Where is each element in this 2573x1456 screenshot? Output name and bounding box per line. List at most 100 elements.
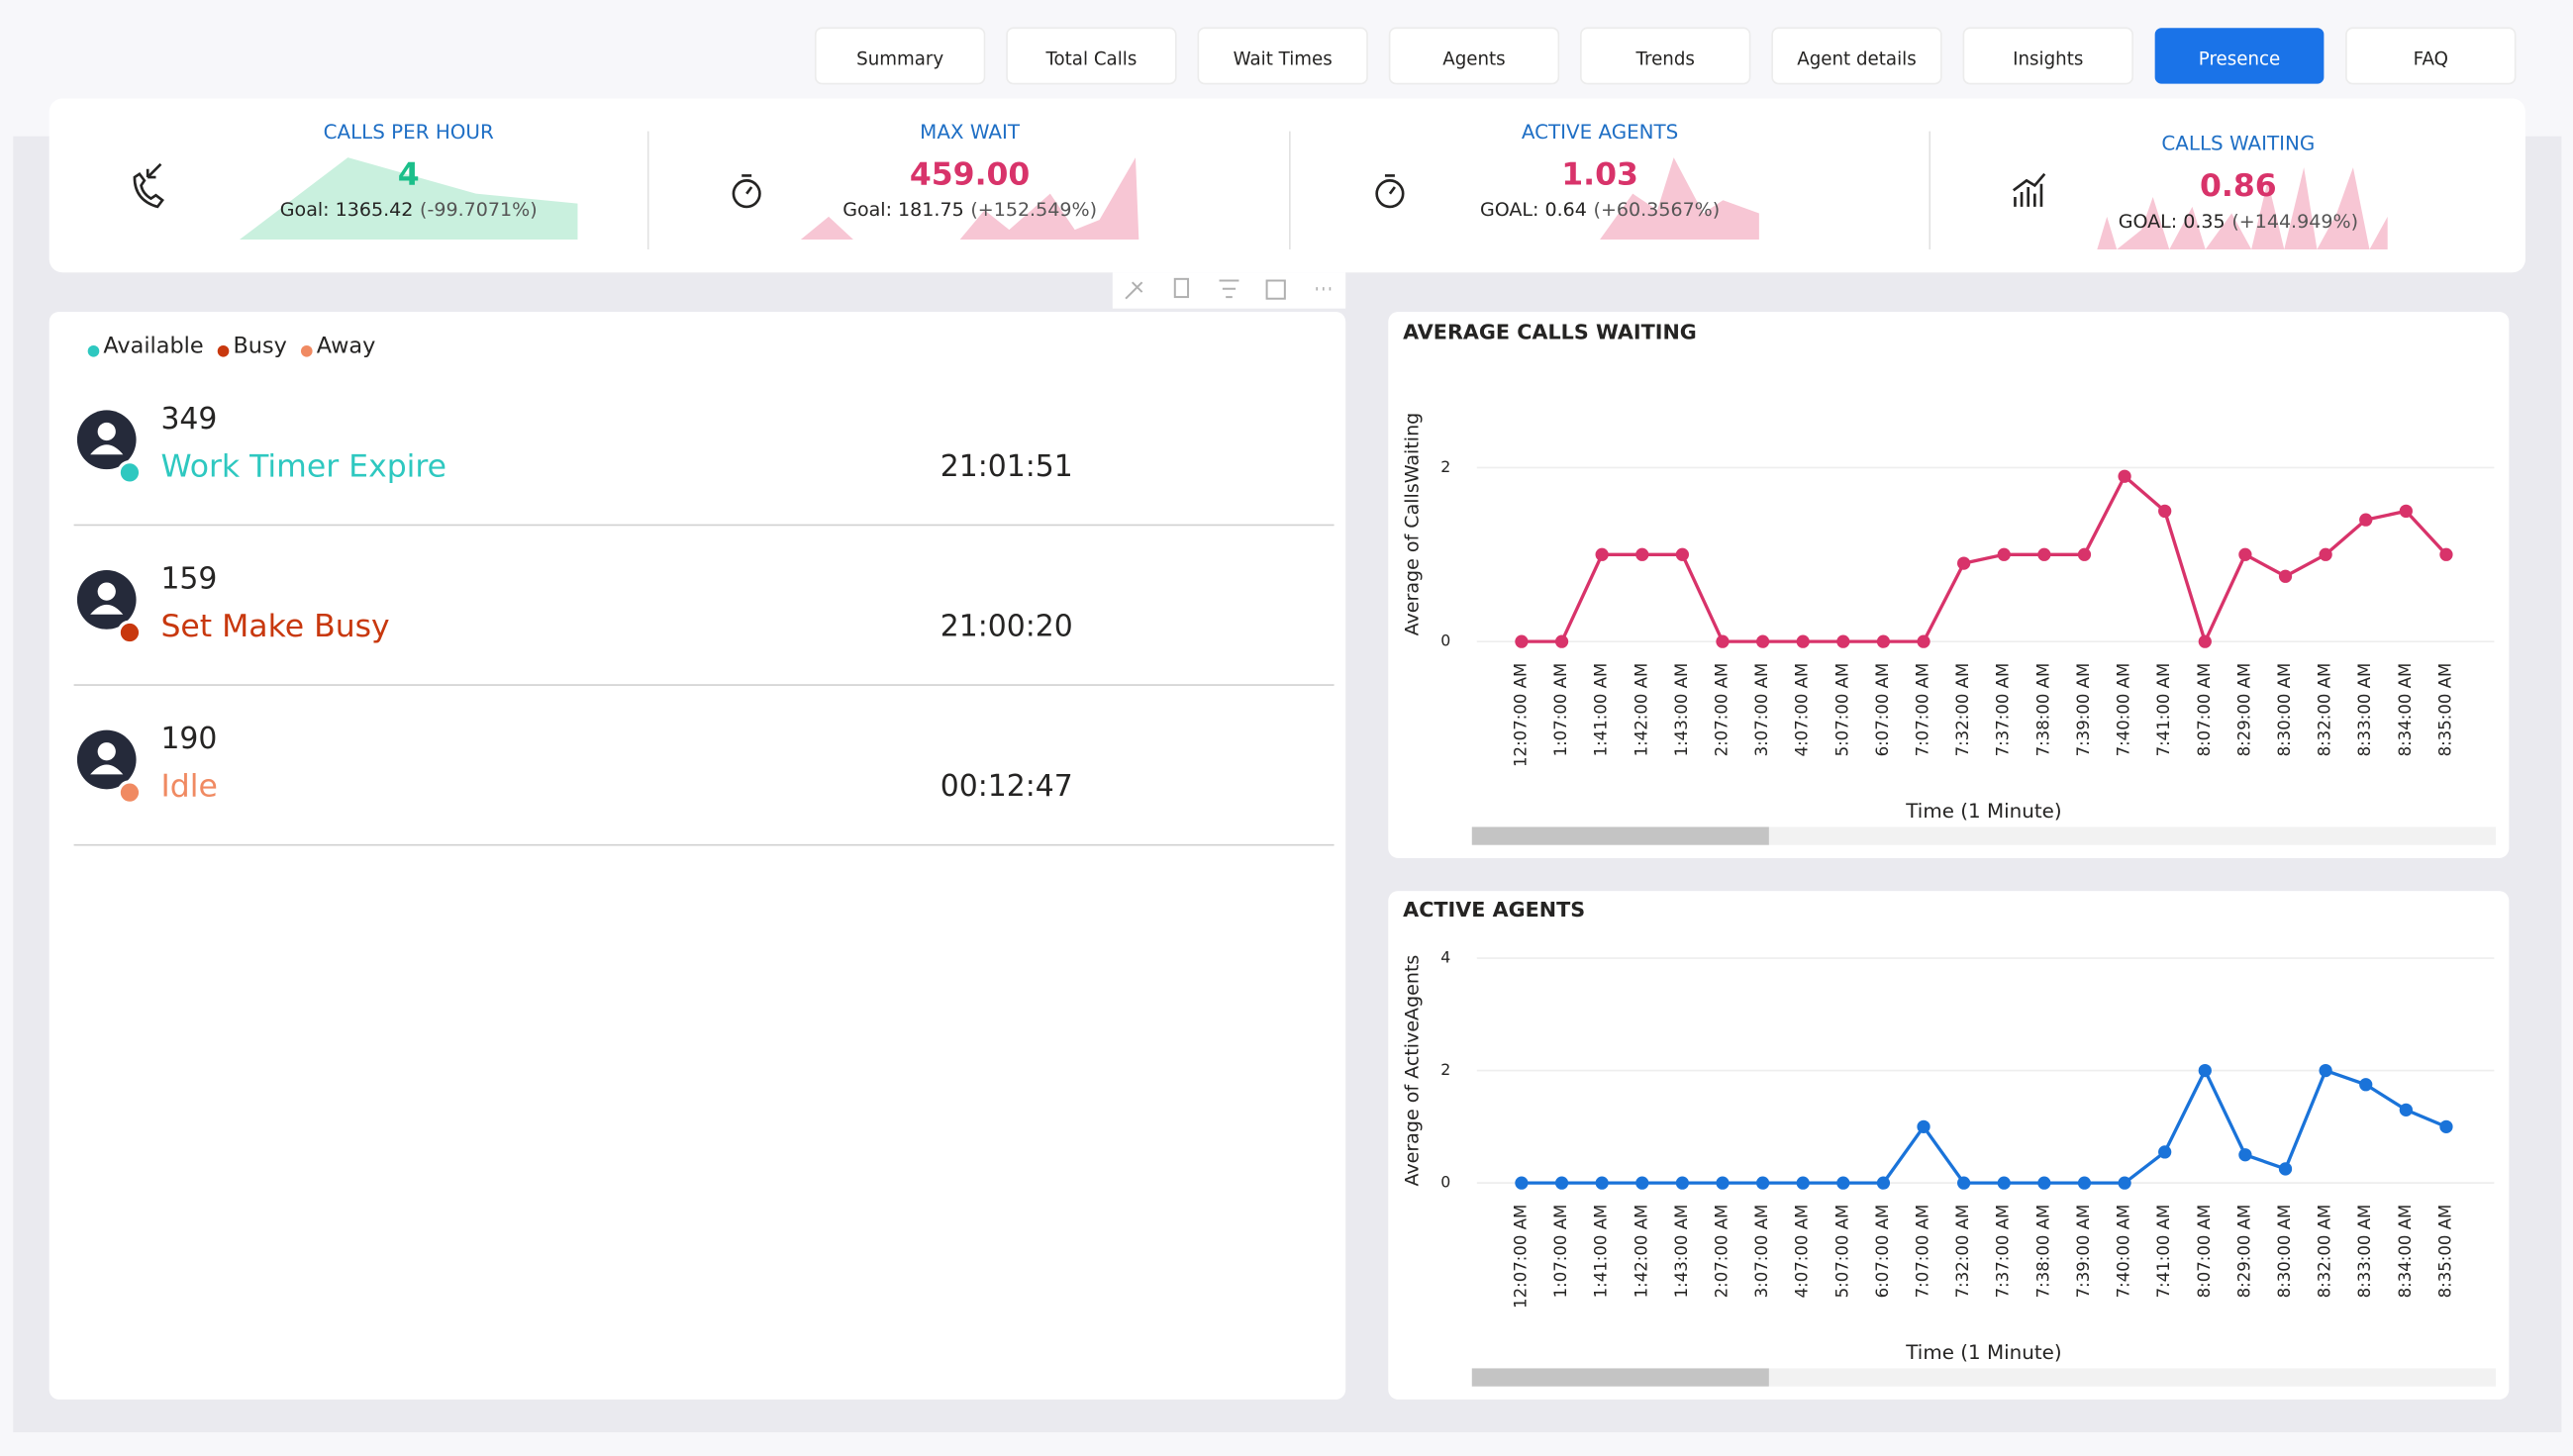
data-point [2399,1103,2413,1116]
y-tick-label: 2 [1440,457,1450,476]
line-series [1521,473,2448,646]
kpi-goal-label: Goal: 181.75 [842,199,963,221]
kpi-goal-label: GOAL: 0.64 [1480,199,1587,221]
line-series [1521,1066,2447,1185]
tab-label[interactable]: Agents [1442,49,1505,70]
x-tick-label: 8:35:00 AM [2435,1205,2454,1299]
x-tick-label: 8:30:00 AM [2275,1205,2294,1299]
tab-label[interactable]: Trends [1635,49,1695,70]
y-tick-label: 0 [1440,631,1450,650]
tab[interactable] [2154,28,2325,84]
agent-id: 349 [160,402,217,437]
x-tick-label: 1:43:00 AM [1672,663,1691,757]
tab-label[interactable]: FAQ [2414,49,2448,70]
data-point [2158,1145,2172,1159]
data-point [2439,547,2453,561]
tab[interactable] [1580,27,1751,85]
icon-timer-hand [742,174,753,195]
data-point [2077,1176,2092,1190]
agent-time: 21:00:20 [940,610,1073,644]
data-point [1755,1176,1770,1190]
scrollbar-thumb[interactable] [1471,1368,1769,1387]
data-point [2118,469,2131,483]
tab-label[interactable]: Presence [2199,49,2280,70]
agent-time: 00:12:47 [940,769,1073,804]
data-point [1917,1119,1930,1133]
x-tick-label: 6:07:00 AM [1873,663,1892,757]
x-tick-label: 6:07:00 AM [1873,1205,1892,1299]
status-dot [117,459,143,485]
x-tick-label: 3:07:00 AM [1752,663,1771,757]
agent-status: Work Timer Expire [160,448,446,484]
kpi-goal: Goal: 1365.42 (-99.7071%) [280,199,538,221]
data-point [2399,504,2413,519]
tab[interactable] [1962,27,2133,85]
tab[interactable] [1197,27,1368,85]
data-point [1957,1176,1971,1190]
kpi-value: 1.03 [1561,156,1638,192]
data-point [2037,547,2051,561]
data-point [1635,1176,1649,1190]
data-point [2359,513,2373,527]
data-point [2278,569,2293,583]
kpi-title: CALLS PER HOUR [324,121,494,144]
kpi-goal: Goal: 181.75 (+152.549%) [842,199,1097,221]
filter-icon[interactable] [1219,279,1239,299]
data-point [2158,504,2172,519]
x-tick-label: 7:32:00 AM [1953,663,1972,757]
kpi-value: 459.00 [910,156,1031,192]
data-point [1716,634,1730,648]
agent-id: 190 [160,722,217,756]
tab-label[interactable]: Agent details [1797,49,1916,70]
x-tick-label: 1:42:00 AM [1632,1205,1650,1299]
tab[interactable] [1771,27,1942,85]
tab-label[interactable]: Insights [2013,49,2083,70]
avatar-head [97,422,116,441]
scrollbar-thumb[interactable] [1471,826,1769,845]
kpi-goal-change: (+144.949%) [2231,210,2358,232]
chart-title: AVERAGE CALLS WAITING [1403,321,1697,344]
x-tick-label: 7:41:00 AM [2154,663,2173,757]
x-tick-label: 8:32:00 AM [2316,1205,2334,1299]
tab[interactable] [814,27,986,85]
data-point [2319,547,2332,561]
x-tick-label: 2:07:00 AM [1712,663,1731,757]
data-point [1836,634,1850,648]
legend-label: Available [103,333,203,358]
chart-card [1388,891,2510,1400]
data-point [1595,547,1609,561]
x-tick-label: 8:34:00 AM [2396,663,2415,757]
x-tick-label: 4:07:00 AM [1793,663,1812,757]
data-point [2198,1063,2212,1078]
focus-icon[interactable] [1265,279,1286,300]
toolbar-bg [1112,272,1346,309]
legend-label: Busy [233,333,286,358]
tab-label[interactable]: Wait Times [1234,49,1333,70]
sparkline [800,157,1139,241]
x-tick-label: 12:07:00 AM [1511,1205,1530,1309]
data-point [1554,634,1569,648]
kpi-goal: GOAL: 0.64 (+60.3567%) [1480,199,1720,221]
tab[interactable] [2345,27,2517,85]
copy-icon[interactable] [1173,277,1190,299]
y-tick-label: 2 [1440,1060,1450,1079]
y-tick-label: 4 [1440,948,1450,967]
x-tick-label: 7:32:00 AM [1953,1205,1972,1299]
data-point [2278,1162,2293,1176]
y-axis-label: Average of ActiveAgents [1402,955,1424,1187]
tab-label[interactable]: Summary [856,49,943,70]
data-point [1595,1176,1609,1190]
x-tick-label: 8:33:00 AM [2355,1205,2374,1299]
tab[interactable] [1388,27,1560,85]
legend-dot [87,344,100,357]
data-point [1796,1176,1810,1190]
tab[interactable] [1006,27,1177,85]
data-point [1876,634,1891,648]
data-point [2037,1176,2051,1190]
visual-toolbar [1112,272,1346,309]
tab-label[interactable]: Total Calls [1044,49,1137,70]
pin-icon[interactable] [1125,281,1143,300]
data-point [1675,1176,1690,1190]
x-tick-label: 8:29:00 AM [2234,1205,2253,1299]
avatar-body [90,764,124,775]
